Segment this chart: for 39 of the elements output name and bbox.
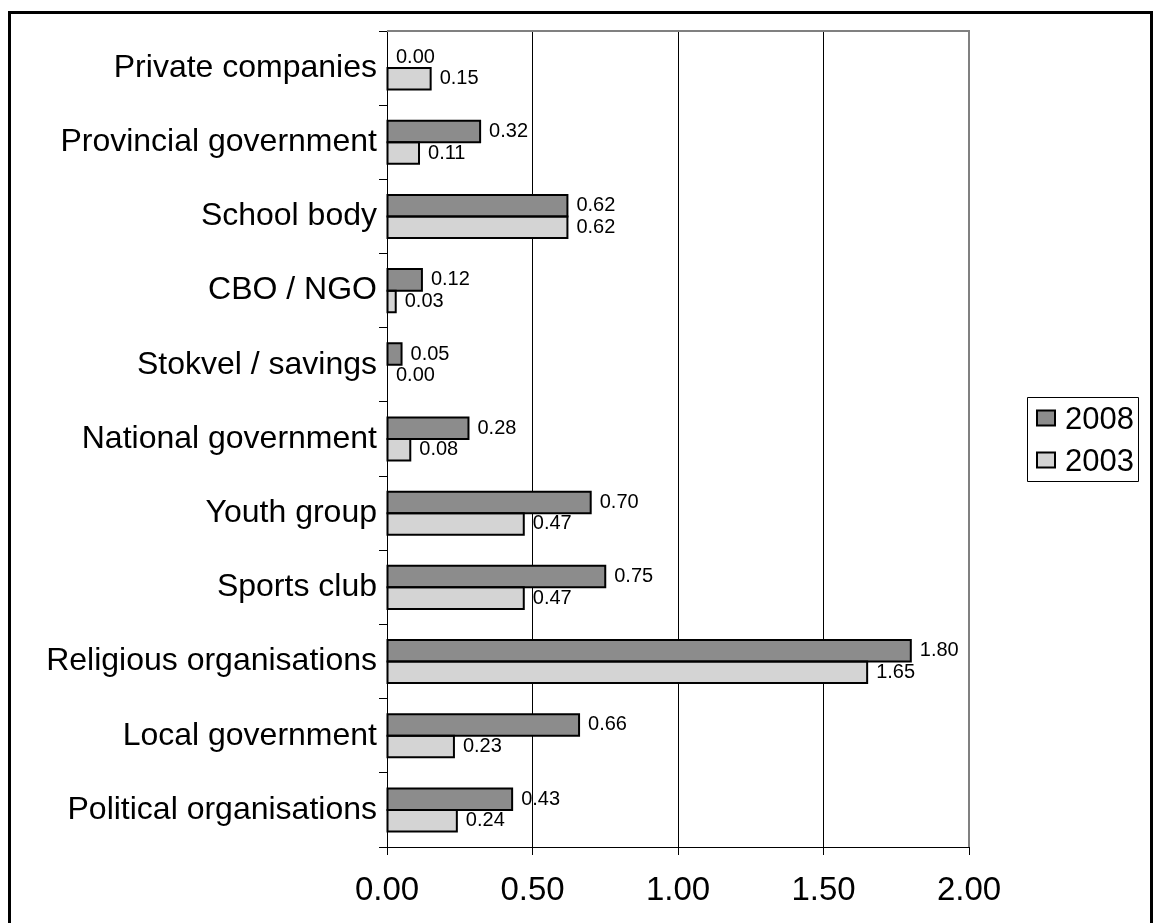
y-tick-label: Private companies [113, 47, 377, 84]
y-tick-label: Local government [122, 715, 378, 752]
data-label: 0.00 [396, 363, 435, 386]
x-tick-label: 0.00 [354, 869, 420, 907]
data-label: 0.15 [439, 66, 479, 89]
data-label: 0.28 [477, 415, 517, 438]
data-label: 0.00 [396, 44, 435, 67]
data-label: 0.23 [462, 734, 502, 756]
data-label: 1.65 [876, 659, 916, 682]
data-label: 0.05 [410, 341, 450, 364]
data-label: 0.66 [588, 712, 627, 735]
data-label: 0.47 [532, 585, 572, 608]
data-label: 0.12 [430, 267, 470, 290]
data-label: 0.24 [465, 808, 505, 831]
y-tick-label: Religious organisations [46, 641, 377, 678]
data-label: 0.47 [532, 511, 572, 534]
data-label: 0.62 [576, 214, 616, 237]
x-tick-label: 1.50 [791, 869, 856, 907]
data-label: 0.11 [428, 140, 466, 163]
data-label: 0.62 [576, 193, 616, 216]
data-label: 0.75 [614, 564, 654, 587]
x-tick-label: 0.50 [500, 869, 565, 907]
data-label: 0.70 [599, 489, 639, 512]
y-tick-label: CBO / NGO [208, 270, 377, 307]
y-tick-label: Provincial government [60, 122, 378, 159]
y-tick-label: School body [200, 196, 377, 233]
x-tick-label: 2.00 [936, 869, 1002, 907]
legend-label: 2008 [1065, 400, 1134, 436]
y-tick-label: Political organisations [67, 789, 377, 826]
x-tick-label: 1.00 [645, 869, 711, 907]
y-tick-label: National government [81, 418, 378, 455]
data-label: 1.80 [919, 638, 959, 661]
data-label: 0.08 [419, 437, 459, 460]
y-tick-label: Youth group [205, 493, 377, 530]
y-tick-label: Stokvel / savings [136, 344, 377, 381]
y-tick-label: Sports club [216, 567, 377, 604]
data-label: 0.03 [404, 288, 444, 311]
legend-label: 2003 [1065, 442, 1134, 478]
data-label: 0.32 [489, 119, 529, 142]
